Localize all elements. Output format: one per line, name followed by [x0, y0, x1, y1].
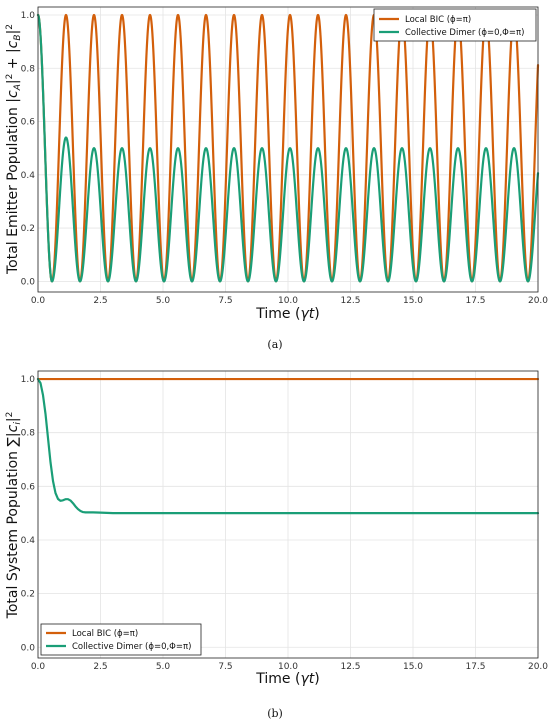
x-tick-label: 0.0 — [31, 296, 46, 306]
y-tick-label: 1.0 — [21, 11, 36, 21]
panel-b-caption: (b) — [267, 707, 283, 720]
y-tick-label: 0.2 — [21, 590, 35, 600]
panel-a-y-axis-label: Total Emitter Population |cA|2 + |cB|2 — [5, 24, 23, 275]
panel-a-legend: Local BIC (ϕ=π) Collective Dimer (ϕ=0,Φ=… — [373, 8, 537, 42]
y-tick-label: 0.4 — [21, 171, 36, 181]
x-tick-label: 20.0 — [528, 296, 548, 306]
x-tick-label: 7.5 — [218, 662, 232, 672]
y-tick-label: 0.8 — [21, 429, 36, 439]
panel-a-series — [36, 13, 540, 283]
x-tick-label: 7.5 — [218, 296, 232, 306]
y-tick-label: 0.6 — [21, 482, 36, 492]
x-tick-label: 20.0 — [528, 662, 548, 672]
y-tick-label: 0.6 — [21, 118, 36, 128]
panel-a-caption: (a) — [267, 338, 282, 351]
y-tick-label: 0.0 — [21, 643, 36, 653]
panel-b-grid — [37, 371, 539, 658]
x-tick-label: 5.0 — [156, 662, 171, 672]
panel-a-x-ticks: 0.0 2.5 5.0 7.5 10.0 12.5 15.0 17.5 20.0 — [31, 296, 548, 306]
panel-a-y-ticks: 0.0 0.2 0.4 0.6 0.8 1.0 — [21, 11, 36, 287]
legend-label-local-bic: Local BIC (ϕ=π) — [405, 15, 471, 25]
y-tick-label: 0.8 — [21, 64, 36, 74]
y-tick-label: 0.2 — [21, 224, 35, 234]
x-tick-label: 12.5 — [340, 662, 360, 672]
x-tick-label: 17.5 — [465, 662, 485, 672]
panel-b: 0.0 2.5 5.0 7.5 10.0 12.5 15.0 17.5 20.0 0.00.20… — [5, 370, 548, 720]
panel-b-y-ticks: 0.0 0.2 0.4 0.6 0.8 1.0 — [21, 375, 36, 653]
series-line-local-bic — [36, 13, 540, 283]
series-line-collective-dimer — [36, 377, 540, 515]
panel-b-x-axis-label: Time (γt) — [255, 671, 319, 687]
x-tick-label: 10.0 — [278, 296, 298, 306]
panel-b-legend: Local BIC (ϕ=π) Collective Dimer (ϕ=0,Φ=… — [40, 623, 202, 656]
x-tick-label: 2.5 — [93, 296, 107, 306]
panel-b-y-axis-label: Total System Population ∑|ci|2 — [5, 412, 23, 620]
x-tick-label: 5.0 — [156, 296, 171, 306]
x-tick-label: 2.5 — [93, 662, 107, 672]
x-tick-label: 12.5 — [340, 296, 360, 306]
x-tick-label: 17.5 — [465, 296, 485, 306]
x-tick-label: 15.0 — [403, 296, 423, 306]
x-tick-label: 15.0 — [403, 662, 423, 672]
panel-a: 0.0 2.5 5.0 7.5 10.0 12.5 15.0 17.5 20.0 0.00.20… — [5, 6, 548, 351]
panel-b-frame — [37, 370, 539, 659]
y-tick-label: 0.4 — [21, 536, 36, 546]
x-tick-label: 10.0 — [278, 662, 298, 672]
panel-b-series — [36, 377, 540, 515]
legend-label-collective-dimer: Collective Dimer (ϕ=0,Φ=π) — [405, 28, 524, 38]
legend-label-local-bic: Local BIC (ϕ=π) — [72, 629, 138, 639]
panel-a-x-axis-label: Time (γt) — [255, 306, 319, 322]
panel-a-frame — [37, 6, 539, 293]
x-tick-label: 0.0 — [31, 662, 46, 672]
panel-b-x-ticks: 0.0 2.5 5.0 7.5 10.0 12.5 15.0 17.5 20.0 — [31, 662, 548, 672]
y-tick-label: 1.0 — [21, 375, 36, 385]
legend-label-collective-dimer: Collective Dimer (ϕ=0,Φ=π) — [72, 642, 191, 652]
series-line-collective-dimer — [36, 13, 540, 283]
y-tick-label: 0.0 — [21, 277, 36, 287]
